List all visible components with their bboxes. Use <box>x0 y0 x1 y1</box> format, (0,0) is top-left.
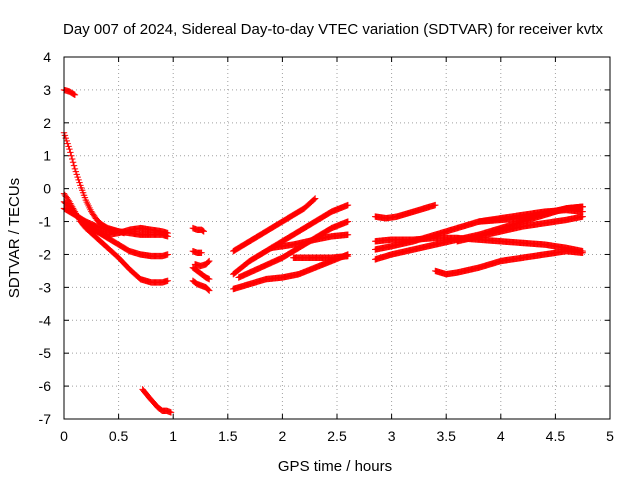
data-point <box>311 195 319 202</box>
series-prn-l <box>191 257 213 270</box>
x-tick-label: 4 <box>497 428 505 444</box>
x-axis-label: GPS time / hours <box>278 458 392 475</box>
data-point <box>65 143 72 150</box>
data-point <box>205 286 212 294</box>
data-point <box>344 201 352 209</box>
data-point <box>69 159 77 166</box>
data-point <box>164 251 171 258</box>
data-point <box>432 201 439 209</box>
data-point <box>70 91 78 98</box>
data-point <box>198 249 205 257</box>
data-point <box>67 149 74 156</box>
x-tick-label: 0.5 <box>109 428 129 444</box>
data-point <box>167 409 175 416</box>
data-point <box>164 229 171 237</box>
data-point <box>68 152 75 159</box>
x-tick-label: 2.5 <box>327 428 347 444</box>
y-tick-label: -3 <box>39 279 52 295</box>
data-point <box>66 145 73 153</box>
data-point <box>71 91 79 99</box>
series-prn-g <box>139 386 175 416</box>
y-tick-label: 3 <box>43 82 51 98</box>
data-point <box>344 231 352 238</box>
data-point <box>71 165 79 173</box>
y-tick-label: 4 <box>43 49 51 65</box>
y-tick-label: 0 <box>43 181 51 197</box>
tick-layer: 0 0.5 1 1.5 2 2.5 3 3.5 4 4.5 5 4 3 2 1 0 -1 -2 -3 -4 -5 -6 -7 <box>39 49 615 444</box>
data-point <box>206 275 213 283</box>
series-prn-w <box>432 247 586 278</box>
y-tick-label: -4 <box>39 312 52 328</box>
chart-title: Day 007 of 2024, Sidereal Day-to-day VTE… <box>63 21 603 38</box>
x-tick-label: 4.5 <box>546 428 566 444</box>
data-point <box>200 228 207 235</box>
y-tick-label: -1 <box>39 214 52 230</box>
y-tick-label: -6 <box>39 378 52 394</box>
series-prn-n <box>230 201 352 278</box>
data-points <box>60 86 586 416</box>
grid-layer <box>64 57 610 419</box>
x-tick-label: 1 <box>169 428 177 444</box>
data-point <box>205 258 212 266</box>
data-point <box>344 252 352 260</box>
data-point <box>64 140 71 147</box>
series-prn-f <box>82 221 171 238</box>
x-tick-label: 3 <box>388 428 396 444</box>
y-tick-label: 2 <box>43 115 51 131</box>
data-point <box>70 162 78 169</box>
data-point <box>61 132 69 139</box>
data-point <box>73 171 80 178</box>
data-point <box>76 179 83 186</box>
x-tick-label: 0 <box>60 428 68 444</box>
series-prn-m <box>230 195 319 255</box>
x-tick-label: 2 <box>279 428 287 444</box>
y-tick-label: 1 <box>43 148 51 164</box>
data-point <box>579 203 586 210</box>
data-point <box>164 277 171 284</box>
x-tick-label: 1.5 <box>218 428 238 444</box>
y-axis-label: SDTVAR / TECUs <box>6 178 23 298</box>
x-tick-label: 3.5 <box>436 428 456 444</box>
y-tick-label: -2 <box>39 246 52 262</box>
data-point <box>72 168 80 175</box>
series-prn-h <box>189 224 207 235</box>
series-prn-i <box>189 247 205 257</box>
data-point <box>74 173 81 181</box>
data-point <box>206 257 213 265</box>
series-prn-s <box>372 201 439 222</box>
data-point <box>75 176 82 184</box>
data-point <box>199 227 206 234</box>
series-prn-x <box>453 213 586 245</box>
y-tick-label: -7 <box>39 411 52 427</box>
data-point <box>579 249 586 257</box>
data-point <box>344 218 352 225</box>
data-point <box>199 227 207 235</box>
plot-frame <box>63 56 611 420</box>
data-point <box>206 287 213 294</box>
series-prn-q <box>268 231 352 252</box>
series-prn-c <box>60 190 171 286</box>
data-point <box>579 213 586 220</box>
x-tick-label: 5 <box>606 428 614 444</box>
data-point <box>311 196 318 203</box>
data-point <box>63 137 70 145</box>
series-prn-r <box>290 252 352 261</box>
series-prn-k <box>189 277 213 294</box>
data-point <box>68 155 76 163</box>
y-tick-label: -5 <box>39 345 52 361</box>
series-prn-y <box>475 203 586 225</box>
